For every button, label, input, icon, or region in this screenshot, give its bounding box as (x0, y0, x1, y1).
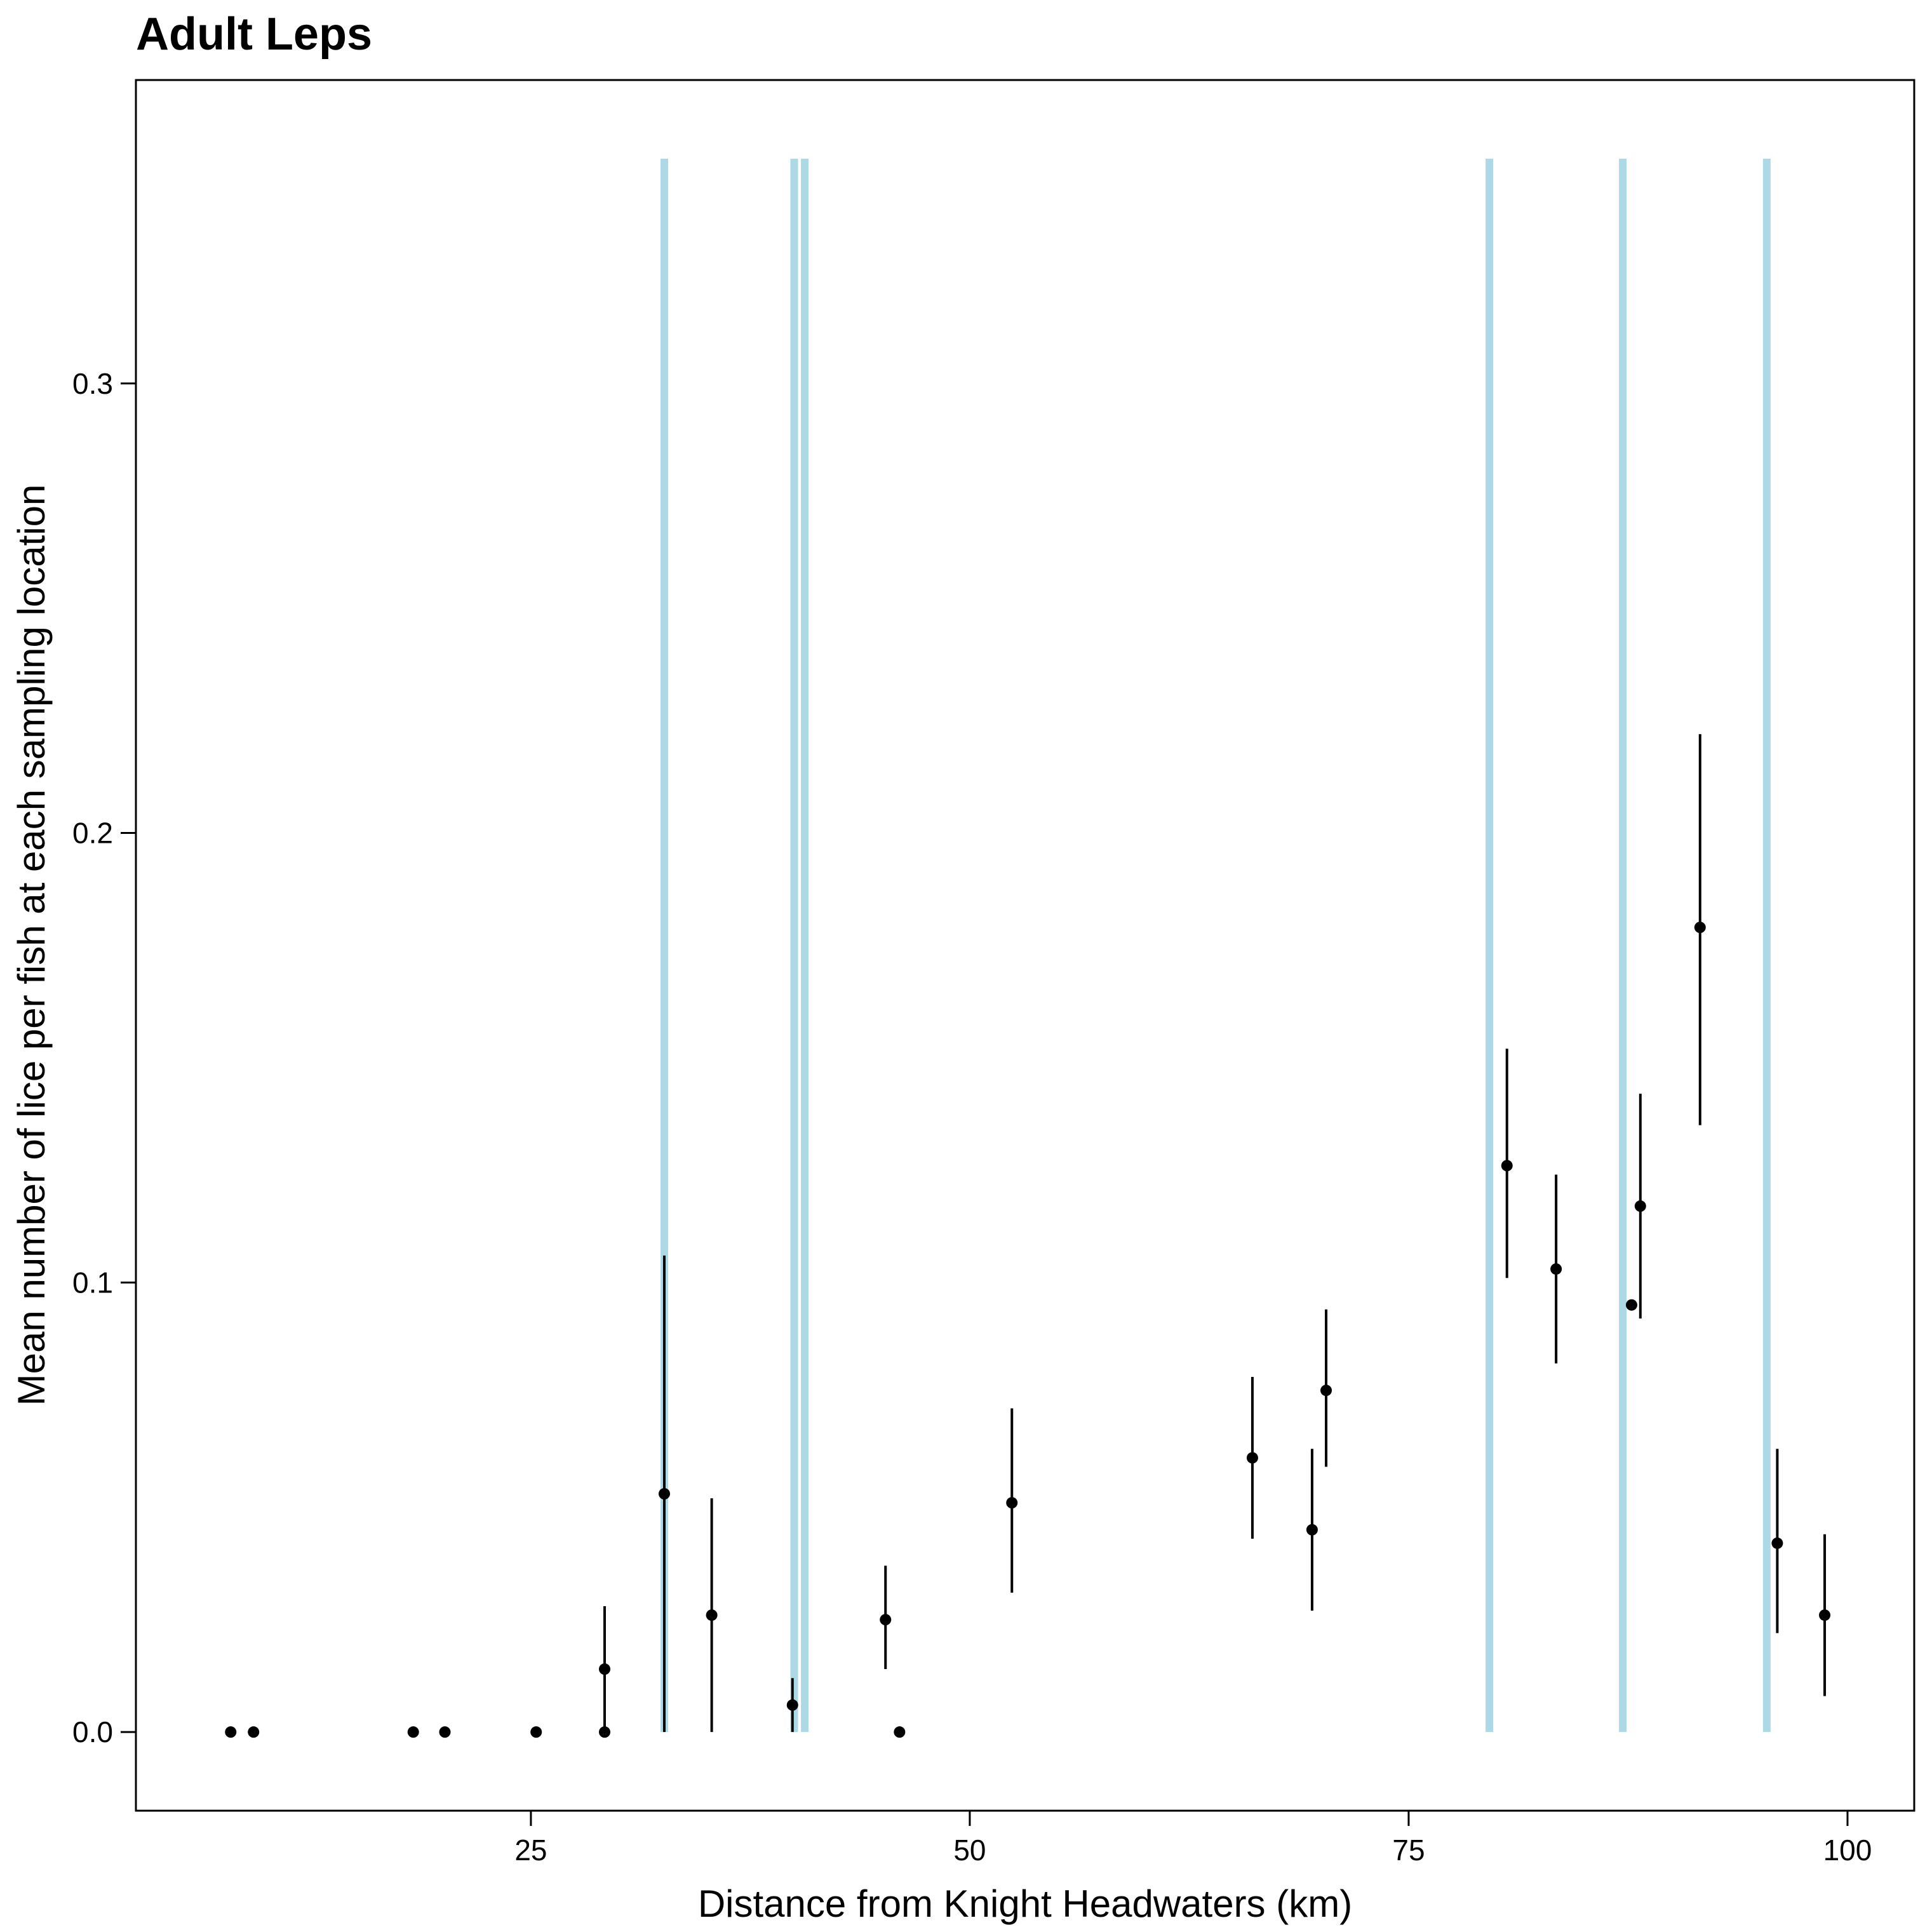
data-point (1550, 1263, 1562, 1275)
data-point (1006, 1497, 1018, 1509)
data-point (407, 1726, 419, 1738)
y-axis-label: Mean number of lice per fish at each sam… (10, 485, 53, 1406)
data-point (658, 1488, 670, 1500)
data-point (248, 1726, 260, 1738)
data-point (706, 1609, 718, 1621)
data-point (1320, 1385, 1332, 1397)
x-tick-label: 100 (1823, 1834, 1872, 1867)
y-tick-label: 0.3 (72, 367, 113, 400)
y-tick-label: 0.1 (72, 1266, 113, 1299)
x-tick-label: 25 (514, 1834, 547, 1867)
data-point (880, 1614, 892, 1626)
y-tick-label: 0.2 (72, 817, 113, 850)
data-point (530, 1726, 542, 1738)
x-tick-label: 75 (1392, 1834, 1425, 1867)
data-point (1634, 1200, 1646, 1212)
data-point (1246, 1452, 1258, 1464)
data-point (599, 1663, 611, 1675)
plot-frame (135, 79, 1915, 1812)
data-point (599, 1726, 611, 1738)
data-point (225, 1726, 237, 1738)
data-point (1819, 1609, 1831, 1621)
data-points (225, 922, 1831, 1738)
data-point (786, 1699, 798, 1711)
data-point (1694, 922, 1706, 934)
x-tick-label: 50 (953, 1834, 986, 1867)
data-point (1501, 1160, 1513, 1172)
y-axis: 0.0 0.1 0.2 0.3 (72, 367, 136, 1748)
data-point (439, 1726, 451, 1738)
x-axis: 25 50 75 100 (514, 1811, 1872, 1867)
chart-title: Adult Leps (136, 9, 372, 60)
y-tick-label: 0.0 (72, 1715, 113, 1748)
data-point (1306, 1524, 1318, 1536)
data-point (894, 1726, 906, 1738)
x-axis-label: Distance from Knight Headwaters (km) (698, 1882, 1352, 1925)
data-point (1625, 1299, 1637, 1311)
data-point (1771, 1537, 1783, 1549)
